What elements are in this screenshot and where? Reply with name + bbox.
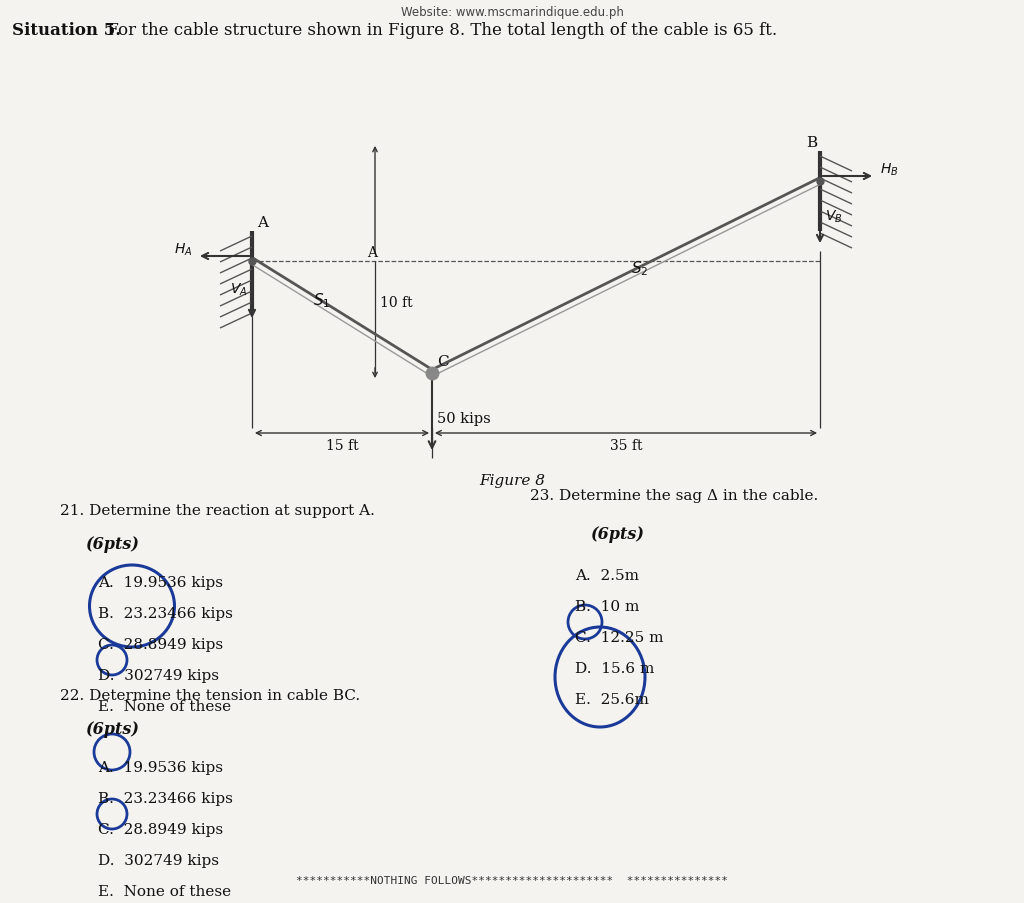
Text: E.  25.6m: E. 25.6m <box>575 693 649 706</box>
Text: C: C <box>437 355 449 368</box>
Text: $S_1$: $S_1$ <box>313 292 331 310</box>
Text: Website: www.mscmarindique.edu.ph: Website: www.mscmarindique.edu.ph <box>400 6 624 19</box>
Text: 22. Determine the tension in cable BC.: 22. Determine the tension in cable BC. <box>60 688 360 703</box>
Text: D.  15.6 m: D. 15.6 m <box>575 661 654 675</box>
Text: 35 ft: 35 ft <box>609 439 642 452</box>
Text: E.  None of these: E. None of these <box>98 884 231 898</box>
Text: C.  28.8949 kips: C. 28.8949 kips <box>98 638 223 651</box>
Text: C.  12.25 m: C. 12.25 m <box>575 630 664 644</box>
Text: For the cable structure shown in Figure 8. The total length of the cable is 65 f: For the cable structure shown in Figure … <box>102 22 777 39</box>
Text: (6pts): (6pts) <box>590 526 644 543</box>
Text: 10 ft: 10 ft <box>380 295 413 310</box>
Text: A.  19.9536 kips: A. 19.9536 kips <box>98 575 223 590</box>
Text: (6pts): (6pts) <box>85 721 139 737</box>
Text: E.  None of these: E. None of these <box>98 699 231 713</box>
Text: A: A <box>257 216 268 229</box>
Text: Situation 5.: Situation 5. <box>12 22 121 39</box>
Text: 15 ft: 15 ft <box>326 439 358 452</box>
Text: $H_A$: $H_A$ <box>173 241 193 258</box>
Text: (6pts): (6pts) <box>85 535 139 553</box>
Text: $H_B$: $H_B$ <box>880 162 898 178</box>
Text: $S_2$: $S_2$ <box>632 259 648 278</box>
Text: 23. Determine the sag Δ in the cable.: 23. Determine the sag Δ in the cable. <box>530 489 818 502</box>
Text: B.  23.23466 kips: B. 23.23466 kips <box>98 606 232 620</box>
Text: B: B <box>807 135 817 150</box>
Text: B.  10 m: B. 10 m <box>575 600 639 613</box>
Text: A: A <box>367 246 377 260</box>
Text: 50 kips: 50 kips <box>437 412 490 425</box>
Text: A.  2.5m: A. 2.5m <box>575 568 639 582</box>
Text: D.  302749 kips: D. 302749 kips <box>98 668 219 683</box>
Text: B.  23.23466 kips: B. 23.23466 kips <box>98 791 232 805</box>
Text: C.  28.8949 kips: C. 28.8949 kips <box>98 822 223 836</box>
Text: 21. Determine the reaction at support A.: 21. Determine the reaction at support A. <box>60 504 375 517</box>
Text: ***********NOTHING FOLLOWS*********************  ***************: ***********NOTHING FOLLOWS**************… <box>296 875 728 885</box>
Text: A.  19.9536 kips: A. 19.9536 kips <box>98 760 223 774</box>
Text: D.  302749 kips: D. 302749 kips <box>98 853 219 867</box>
Text: $V_B$: $V_B$ <box>825 209 843 225</box>
Text: Figure 8: Figure 8 <box>479 473 545 488</box>
Text: $V_A$: $V_A$ <box>229 282 247 298</box>
